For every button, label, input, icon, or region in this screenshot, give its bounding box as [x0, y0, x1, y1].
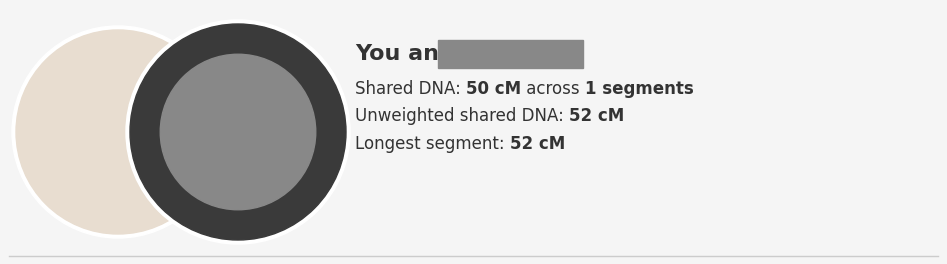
- Text: 50 cM: 50 cM: [466, 80, 521, 98]
- Text: 52 cM: 52 cM: [569, 107, 624, 125]
- Circle shape: [126, 20, 350, 244]
- Circle shape: [160, 54, 315, 210]
- Text: Longest segment:: Longest segment:: [355, 135, 509, 153]
- Circle shape: [130, 24, 346, 240]
- Text: You and: You and: [355, 44, 463, 64]
- Text: across: across: [521, 80, 585, 98]
- Text: Shared DNA:: Shared DNA:: [355, 80, 466, 98]
- Circle shape: [16, 30, 220, 234]
- Text: Unweighted shared DNA:: Unweighted shared DNA:: [355, 107, 569, 125]
- Bar: [438, 40, 583, 68]
- Circle shape: [12, 26, 224, 238]
- Text: 52 cM: 52 cM: [509, 135, 565, 153]
- Text: 1 segments: 1 segments: [585, 80, 694, 98]
